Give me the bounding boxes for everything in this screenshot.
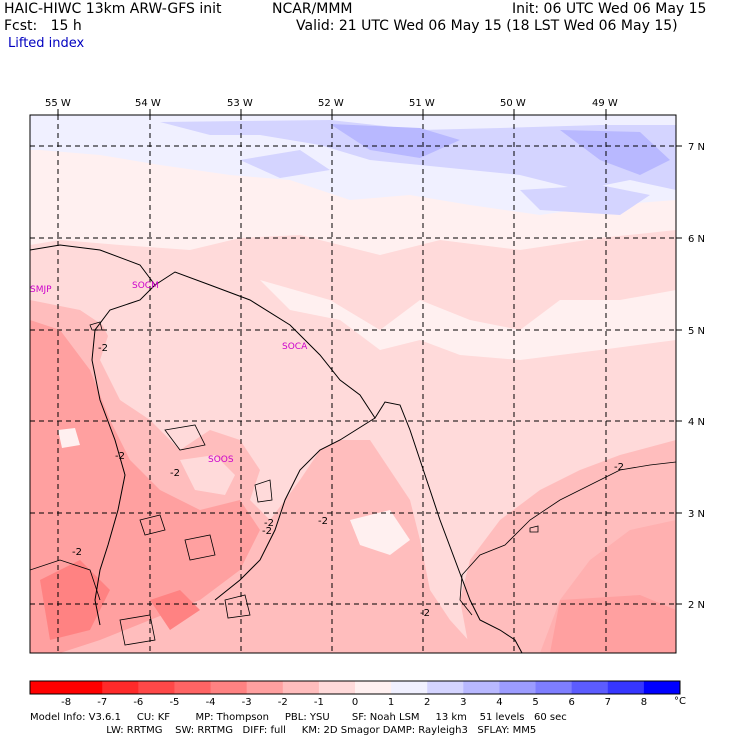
colorbar-swatch: [210, 681, 248, 694]
colorbar-swatch: [607, 681, 645, 694]
colorbar-swatch: [463, 681, 500, 694]
colorbar-label: 0: [352, 697, 358, 708]
colorbar-swatch: [427, 681, 464, 694]
field-name: Lifted index: [8, 36, 85, 51]
colorbar-frame: [29, 680, 681, 695]
lon-label: 53 W: [227, 98, 253, 109]
colorbar-swatch: [174, 681, 212, 694]
lon-label: 55 W: [45, 98, 71, 109]
contour-label: -2: [72, 547, 82, 558]
colorbar-label: -4: [206, 697, 216, 708]
colorbar-swatch: [138, 681, 175, 694]
lat-label: 2 N: [688, 600, 705, 611]
colorbar-label: 6: [568, 697, 574, 708]
contour-label: -2: [264, 518, 274, 529]
colorbar: -8 -7 -6 -5 -4 -3 -2 -1 0 1 2 3 4 5 6 7 8: [29, 680, 681, 708]
colorbar-swatch: [246, 681, 284, 694]
colorbar-label: 8: [641, 697, 647, 708]
colorbar-label: -3: [242, 697, 252, 708]
colorbar-label: -6: [133, 697, 143, 708]
contour-label: -2: [115, 451, 125, 462]
colorbar-unit: °C: [674, 696, 686, 707]
colorbar-swatch: [355, 681, 392, 694]
colorbar-label: 1: [388, 697, 394, 708]
colorbar-label: -7: [97, 697, 107, 708]
lat-label: 3 N: [688, 509, 705, 520]
valid-time: Valid: 21 UTC Wed 06 May 15 (18 LST Wed …: [296, 18, 678, 34]
coastline: [30, 244, 523, 653]
colorbar-swatch: [102, 681, 139, 694]
colorbar-label: -1: [314, 697, 324, 708]
colorbar-swatch: [391, 681, 428, 694]
station-label: SMJP: [30, 285, 52, 295]
lifted-index-field: [30, 115, 676, 653]
colorbar-swatch: [282, 681, 320, 694]
map-frame: [29, 114, 677, 654]
lat-label: 5 N: [688, 326, 705, 337]
contour-label: -2: [262, 526, 272, 537]
colorbar-swatch: [66, 681, 103, 694]
contour-label: -2: [170, 468, 180, 479]
model-info-line1: Model Info: V3.6.1 CU: KF MP: Thompson P…: [30, 712, 567, 723]
lon-label: 54 W: [135, 98, 161, 109]
lon-axis: 55 W 54 W 53 W 52 W 51 W 50 W 49 W: [45, 98, 618, 109]
station-label: SOCA: [282, 342, 308, 352]
org-label: NCAR/MMM: [272, 1, 353, 17]
station-label: SOCM: [132, 281, 159, 291]
contours: [30, 321, 676, 646]
forecast-hour: Fcst: 15 h: [4, 18, 82, 34]
contour-label: -2: [614, 462, 624, 473]
station-labels: SMJP SOCM SOCA SOOS: [30, 281, 308, 465]
colorbar-swatch: [535, 681, 573, 694]
colorbar-label: -8: [61, 697, 71, 708]
lat-label: 7 N: [688, 142, 705, 153]
contour-label: -2: [98, 343, 108, 354]
lat-label: 4 N: [688, 417, 705, 428]
station-label: SOOS: [208, 455, 234, 465]
contour-label: -2: [420, 608, 430, 619]
colorbar-swatch: [643, 681, 681, 694]
init-time: Init: 06 UTC Wed 06 May 15: [512, 1, 707, 17]
colorbar-label: 7: [605, 697, 611, 708]
lon-label: 51 W: [409, 98, 435, 109]
colorbar-label: 3: [460, 697, 466, 708]
lon-label: 49 W: [592, 98, 618, 109]
colorbar-swatch: [318, 681, 356, 694]
colorbar-label: -5: [169, 697, 179, 708]
lat-axis: 7 N 6 N 5 N 4 N 3 N 2 N: [688, 142, 705, 611]
colorbar-swatch: [571, 681, 609, 694]
lat-label: 6 N: [688, 234, 705, 245]
lon-label: 52 W: [318, 98, 344, 109]
colorbar-swatch: [499, 681, 537, 694]
colorbar-label: 4: [496, 697, 502, 708]
colorbar-swatch: [30, 681, 67, 694]
contour-labels: -2 -2 -2 -2 -2 -2 -2 -2 -2: [72, 343, 624, 619]
model-info-line2: LW: RRTMG SW: RRTMG DIFF: full KM: 2D Sm…: [30, 725, 537, 736]
model-title: HAIC-HIWC 13km ARW-GFS init: [4, 1, 222, 17]
lon-label: 50 W: [500, 98, 526, 109]
colorbar-label: -2: [278, 697, 288, 708]
colorbar-label: 2: [424, 697, 430, 708]
colorbar-label: 5: [532, 697, 538, 708]
lon-ticks: [57, 109, 682, 605]
contour-label: -2: [318, 516, 328, 527]
